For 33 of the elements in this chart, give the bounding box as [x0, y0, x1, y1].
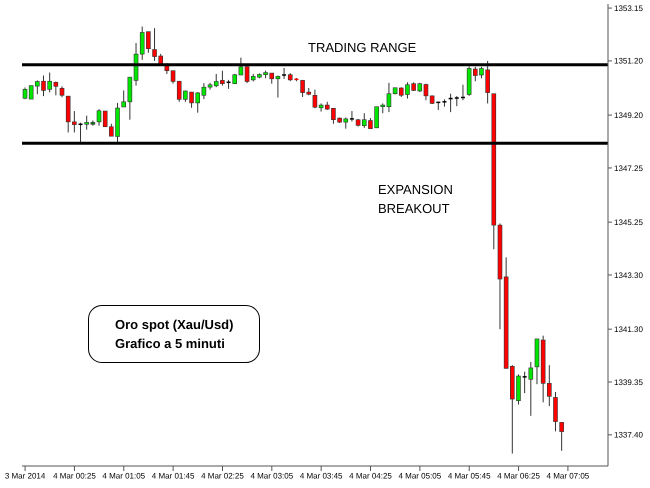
note-box: Oro spot (Xau/Usd) Grafico a 5 minuti: [88, 305, 260, 363]
x-tick-label: 4 Mar 05:45: [448, 472, 492, 481]
y-tick-label: 1343.30: [614, 270, 644, 280]
candlestick: [60, 86, 64, 98]
x-tick-label: 4 Mar 07:05: [546, 472, 590, 481]
x-tick-label: 3 Mar 2014: [4, 472, 46, 481]
candlestick: [559, 422, 564, 452]
x-tick-label: 4 Mar 02:25: [201, 472, 244, 481]
y-tick-label: 1353.15: [614, 4, 644, 13]
y-tick-label: 1345.25: [614, 218, 644, 227]
candlestick: [281, 67, 287, 80]
candlestick: [528, 361, 534, 416]
x-tick-label: 4 Mar 06:25: [497, 472, 540, 481]
x-tick-label: 4 Mar 00:25: [53, 472, 96, 481]
candlestick: [312, 89, 318, 109]
candlestick: [460, 84, 466, 101]
y-tick-label: 1349.20: [614, 110, 644, 120]
x-tick-label: 4 Mar 01:45: [152, 472, 196, 481]
candlestick: [454, 96, 460, 107]
x-tick-label: 4 Mar 03:05: [250, 472, 294, 481]
x-tick-label: 4 Mar 03:45: [300, 472, 344, 481]
y-tick-label: 1351.20: [614, 56, 644, 66]
x-tick-label: 4 Mar 04:25: [349, 472, 392, 481]
candlestick: [448, 93, 454, 113]
annotation: EXPANSION BREAKOUT: [378, 181, 453, 218]
y-tick-label: 1347.25: [614, 164, 644, 173]
y-tick-label: 1339.35: [614, 378, 644, 387]
x-tick-label: 4 Mar 01:05: [102, 472, 146, 481]
x-tick-label: 4 Mar 05:05: [398, 472, 442, 481]
y-tick-label: 1337.40: [614, 430, 644, 440]
y-tick-label: 1341.30: [614, 325, 644, 334]
candlestick: [349, 110, 355, 122]
annotation: TRADING RANGE: [308, 39, 416, 57]
